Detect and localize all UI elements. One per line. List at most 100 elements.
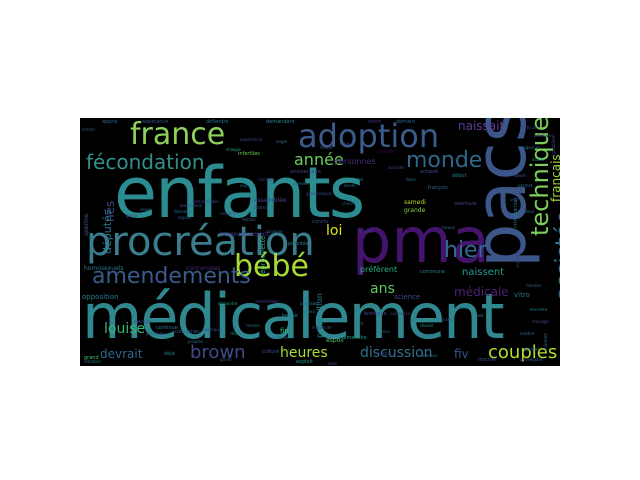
word: infertiles <box>238 151 260 157</box>
word: gynécologue <box>306 191 332 196</box>
word: débats <box>242 217 256 222</box>
word: mariage <box>532 319 549 324</box>
word: dont <box>354 321 364 326</box>
word: décennie <box>174 209 193 214</box>
word: toutes <box>254 205 267 210</box>
word: prochaine <box>534 133 554 138</box>
word: exploit <box>296 359 313 365</box>
word: deux <box>340 141 350 146</box>
word: naissent <box>462 267 505 278</box>
word: espoir <box>326 337 345 344</box>
word: ministre <box>374 351 391 356</box>
word: aventure <box>454 201 477 207</box>
word: monde <box>406 148 483 173</box>
word: comme <box>358 229 373 234</box>
word: familles <box>526 283 542 288</box>
word: garde <box>220 357 232 362</box>
word: prise <box>380 329 390 334</box>
word: achevé <box>420 169 439 175</box>
word: permet <box>518 183 533 188</box>
word: anniversaire <box>290 169 321 175</box>
word: expérience <box>240 137 263 142</box>
word: particulier <box>520 125 541 130</box>
word: appris <box>102 119 118 125</box>
word: inscrire <box>478 357 497 363</box>
word: concernés <box>174 329 200 335</box>
word: donc <box>406 177 416 182</box>
word: homosexuels <box>84 265 124 272</box>
word: demandant <box>266 119 295 125</box>
word: déjà <box>164 351 175 357</box>
word: démontre <box>218 301 238 306</box>
word: politique <box>204 327 222 332</box>
word: couples <box>488 342 558 363</box>
word: bouleversement <box>220 231 269 238</box>
word: assistée <box>552 210 560 300</box>
word: ans <box>370 281 395 297</box>
word: unis <box>510 197 519 202</box>
word: privilégiant <box>520 357 543 362</box>
word: heures <box>280 345 328 361</box>
word: bonheur <box>518 209 535 214</box>
word: laisser <box>320 145 333 150</box>
word: assistées <box>256 299 279 305</box>
word: moins <box>276 335 289 340</box>
word: procréation <box>86 219 315 265</box>
word: français <box>549 154 560 202</box>
word: idée <box>210 199 219 204</box>
word: angle <box>276 139 288 144</box>
word: défendre <box>206 119 229 125</box>
word: assistance <box>142 119 169 125</box>
word: adoption <box>298 118 440 155</box>
word: science <box>394 293 421 301</box>
word: soit <box>476 313 484 318</box>
word: entré <box>368 119 382 125</box>
word: genre <box>126 213 138 218</box>
word: samedi <box>404 199 426 206</box>
word: naissance <box>390 311 410 316</box>
word: nombre <box>220 211 236 216</box>
word: chaque <box>226 147 241 152</box>
word: fin <box>280 327 289 335</box>
word: signataires <box>551 136 556 158</box>
word: opposition <box>82 293 119 301</box>
word: discussion <box>360 345 433 361</box>
word: culture <box>262 349 280 355</box>
word: hier <box>444 238 487 263</box>
word: louise <box>104 321 146 337</box>
word: enfants <box>114 152 365 234</box>
word: organiser <box>515 249 520 268</box>
word: loi <box>326 223 343 239</box>
word: entière <box>520 331 535 336</box>
word: parents <box>454 305 470 310</box>
word: choses <box>342 201 356 206</box>
word: députés <box>101 209 114 254</box>
word: bretagne <box>364 311 387 317</box>
word: commune <box>420 269 445 275</box>
word: année <box>294 150 344 169</box>
word: amendements <box>92 264 251 289</box>
word: devrait <box>100 347 143 361</box>
word: exigences <box>520 145 541 150</box>
word: dimanche <box>342 335 367 341</box>
word: préfèrent <box>360 265 398 274</box>
word: actuel <box>532 157 545 162</box>
word: récit <box>230 331 239 336</box>
word: sperme <box>83 213 90 236</box>
word: voici <box>328 361 338 366</box>
word: semaine <box>192 199 209 204</box>
word: personne <box>146 331 165 336</box>
word: préalable <box>300 301 319 306</box>
word: médicalement <box>82 280 505 353</box>
word: accorde <box>388 165 404 170</box>
word: conclu <box>312 219 329 225</box>
word: revenir <box>246 323 261 328</box>
word: france <box>130 118 226 152</box>
word: doit <box>356 177 364 182</box>
word: demain <box>396 119 415 125</box>
word: depuis <box>178 215 192 220</box>
word: bébé <box>234 249 309 284</box>
word: grande <box>404 207 426 214</box>
word: personnes <box>334 157 376 166</box>
word: membre <box>84 359 101 364</box>
